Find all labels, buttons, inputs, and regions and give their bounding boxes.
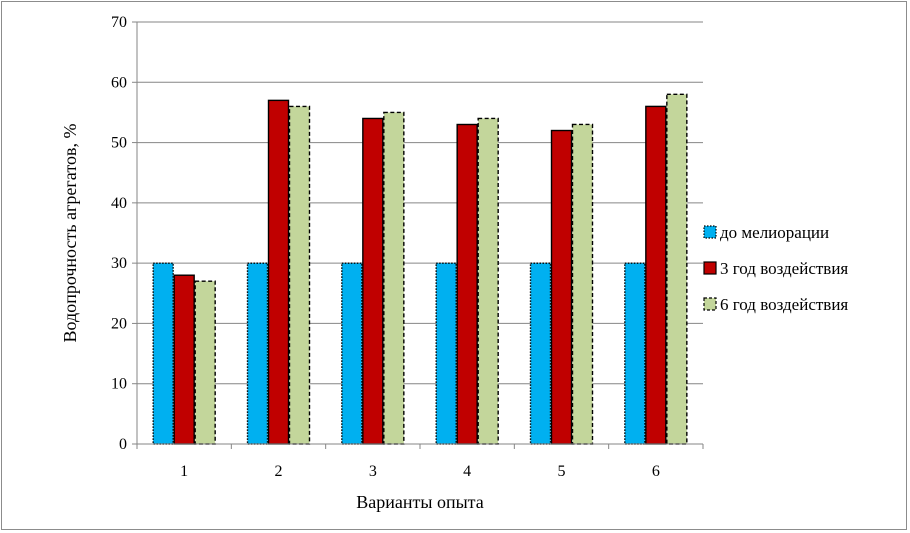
- x-tick-labels: 1 2 3 4 5 6: [180, 463, 660, 480]
- bar-3-3: [383, 111, 405, 445]
- bar-3-5: [571, 123, 594, 445]
- bar-2-6: [645, 105, 667, 445]
- bar-1-5: [529, 262, 552, 445]
- bar-3-1: [194, 280, 216, 445]
- legend-swatch-2: [703, 261, 717, 275]
- y-tick-label: 60: [111, 74, 127, 91]
- x-tick-label: 5: [558, 463, 566, 480]
- bar-1-2: [246, 262, 269, 445]
- y-tick-label: 40: [111, 195, 127, 212]
- x-tick-label: 3: [369, 463, 377, 480]
- bar-3-2: [288, 105, 311, 445]
- y-tick-label: 50: [111, 135, 127, 152]
- legend-label-1: до мелиорации: [720, 223, 829, 242]
- bar-2-3: [362, 117, 384, 445]
- y-tick-label: 20: [111, 315, 127, 332]
- y-tick-label: 10: [111, 376, 127, 393]
- x-tick-label: 4: [463, 463, 471, 480]
- bar-1-6: [624, 262, 646, 445]
- bar-2-5: [550, 129, 573, 445]
- x-tick-label: 2: [275, 463, 283, 480]
- y-tick-labels: 0 10 20 30 40 50 60 70: [111, 14, 127, 453]
- legend-label-2: 3 год воздействия: [720, 259, 848, 278]
- bar-3-4: [477, 117, 499, 445]
- x-tick-label: 1: [180, 463, 188, 480]
- bar-1-4: [435, 262, 457, 445]
- legend-label-3: 6 год воздействия: [720, 295, 848, 314]
- bar-1-3: [341, 262, 363, 445]
- y-axis-title: Водопрочность агрегатов, %: [60, 124, 80, 343]
- bar-2-2: [267, 99, 290, 445]
- legend: до мелиорации 3 год воздействия 6 год возд…: [703, 223, 848, 314]
- axes: [132, 21, 704, 449]
- y-tick-label: 0: [119, 436, 127, 453]
- y-tick-label: 70: [111, 14, 127, 31]
- bars: [152, 93, 688, 445]
- y-tick-label: 30: [111, 255, 127, 272]
- gridlines: [137, 21, 703, 385]
- x-tick-label: 6: [652, 463, 660, 480]
- bar-2-4: [456, 123, 478, 445]
- bar-2-1: [173, 274, 195, 445]
- legend-swatch-1: [703, 225, 717, 239]
- bar-3-6: [666, 93, 688, 445]
- bar-1-1: [152, 262, 174, 445]
- x-axis-title: Варианты опыта: [356, 492, 484, 512]
- legend-swatch-3: [703, 297, 717, 311]
